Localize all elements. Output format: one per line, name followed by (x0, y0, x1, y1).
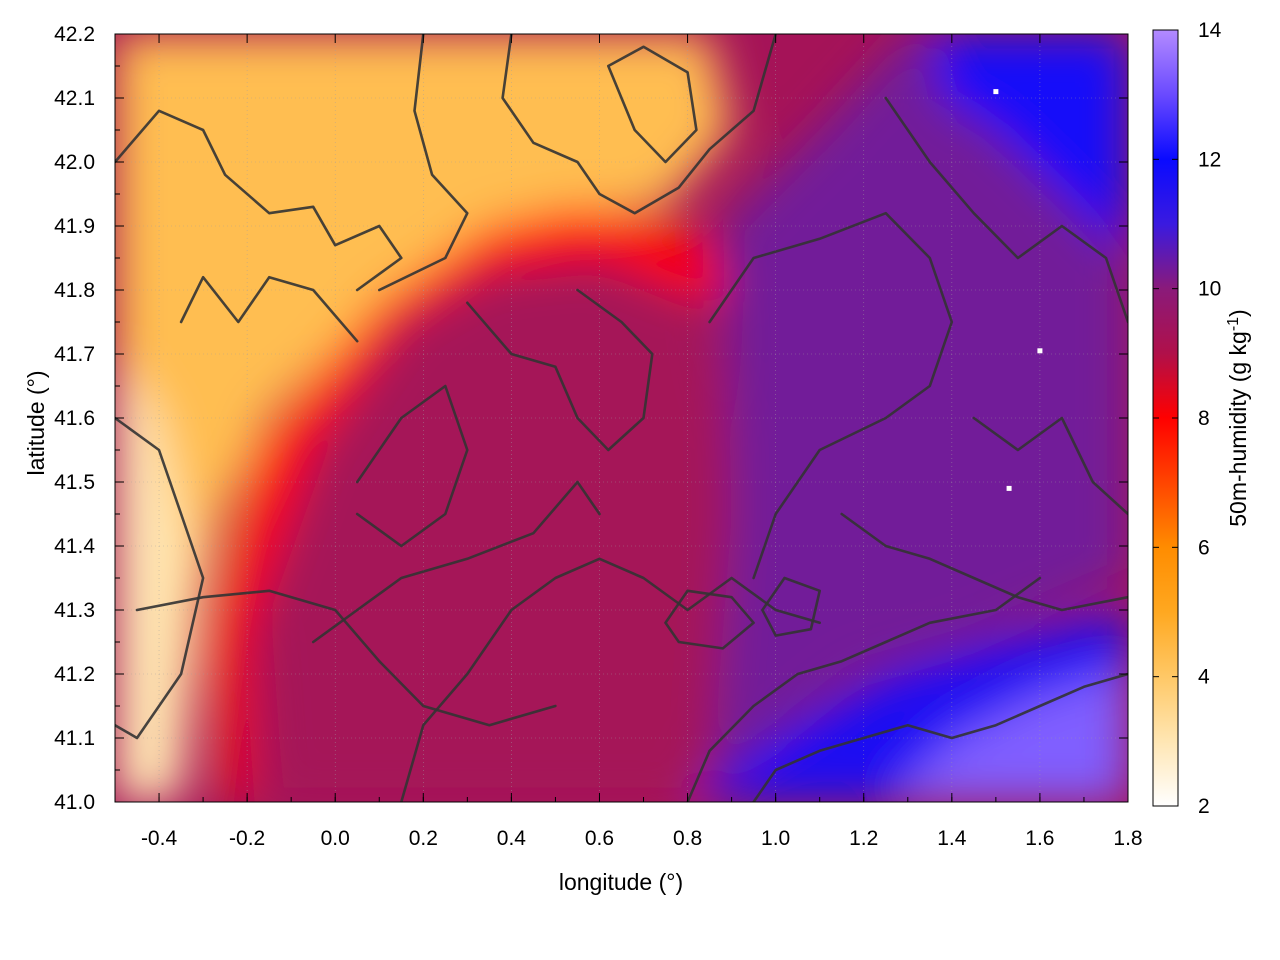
y-tick-label: 41.3 (54, 599, 95, 622)
contour-southeast-1 (686, 576, 1042, 802)
colorbar-tick-label: 8 (1198, 407, 1210, 430)
x-tick-label: 1.8 (1113, 827, 1142, 850)
x-tick-label: 0.4 (497, 827, 527, 850)
y-tick-label: 42.1 (54, 87, 95, 110)
colorbar-label: 50m-humidity (g kg-1) (1225, 309, 1252, 526)
contour-core-3 (400, 557, 821, 802)
terrain-contours (115, 34, 1128, 802)
x-tick-label: 1.4 (937, 827, 967, 850)
y-axis: 41.0 41.1 41.2 41.3 41.4 41.5 41.6 41.7 41.8 41.9… (54, 23, 1128, 814)
contour-loop-north-b (501, 34, 777, 215)
y-tick-label: 41.8 (54, 279, 95, 302)
colorbar: 2 4 6 8 10 12 14 50m-humidity (g kg-1) (1152, 19, 1252, 818)
x-tick-label: 1.2 (849, 827, 878, 850)
y-tick-label: 41.5 (54, 471, 95, 494)
humidity-field (115, 34, 1128, 802)
region-coastal-sea (885, 667, 1128, 802)
x-axis: -0.4 -0.2 0.0 0.2 0.4 0.6 0.8 1.0 1.2 1.4 1.6 1.8 (114, 34, 1143, 850)
x-axis-label: longitude (°) (559, 869, 683, 895)
colorbar-tick-label: 14 (1198, 19, 1222, 42)
contour-mid-west-2 (135, 589, 557, 727)
x-tick-label: 1.6 (1025, 827, 1054, 850)
y-tick-label: 41.1 (54, 727, 95, 750)
colorbar-tick-label: 10 (1198, 278, 1221, 301)
contour-mid-west-1 (115, 416, 205, 740)
plot-area (115, 34, 1128, 802)
y-tick-label: 41.9 (54, 215, 95, 238)
x-tick-label: 0.6 (585, 827, 614, 850)
colorbar-tick-label: 12 (1198, 148, 1221, 171)
colorbar-tick-label: 6 (1198, 536, 1210, 559)
x-tick-label: -0.4 (141, 827, 178, 850)
x-tick-label: 0.8 (673, 827, 702, 850)
contour-core-4 (311, 480, 601, 644)
region-moist-core (255, 258, 732, 802)
contour-east-4 (840, 512, 1128, 612)
contour-loop-south-b (761, 576, 821, 637)
contour-ridge-north-1 (115, 109, 403, 292)
y-tick-label: 42.2 (54, 23, 95, 46)
colorbar-tick-label: 4 (1198, 666, 1210, 689)
region-very-humid-northeast (929, 34, 1128, 258)
contour-ridge-north-3 (378, 34, 469, 292)
x-tick-label: 0.2 (409, 827, 438, 850)
x-tick-label: -0.2 (229, 827, 265, 850)
contour-east-2 (884, 96, 1128, 324)
y-tick-label: 41.7 (54, 343, 95, 366)
contour-loop-north-a (607, 45, 698, 164)
contour-southeast-2 (752, 672, 1128, 802)
colorbar-label-text: 50m-humidity (g kg (1225, 331, 1251, 527)
colorbar-ticks: 2 4 6 8 10 12 14 (1153, 19, 1222, 818)
station-marker (993, 89, 999, 95)
contour-loop-south-a (664, 589, 755, 650)
colorbar-label-exponent: -1 (1225, 317, 1242, 331)
grid-lines (115, 34, 1128, 802)
x-tick-label: 1.0 (761, 827, 790, 850)
contour-core-1 (355, 384, 469, 548)
colorbar-tick-label: 2 (1198, 795, 1210, 818)
contour-ridge-north-2 (179, 275, 359, 343)
contour-core-2 (466, 288, 654, 452)
y-axis-label: latitude (°) (23, 370, 49, 475)
y-tick-label: 41.6 (54, 407, 95, 430)
contour-east-1 (708, 211, 954, 580)
colorbar-label-close: ) (1225, 309, 1251, 317)
x-tick-label: 0.0 (321, 827, 350, 850)
y-tick-label: 41.0 (54, 791, 95, 814)
station-marker (1006, 485, 1012, 491)
region-moist-front-band (211, 206, 732, 802)
y-tick-label: 41.4 (54, 535, 95, 558)
y-tick-label: 41.2 (54, 663, 95, 686)
region-dry-inland-northwest (115, 34, 732, 802)
station-marker (1037, 348, 1043, 354)
contour-east-3 (972, 416, 1128, 516)
station-markers (993, 89, 1043, 491)
y-tick-label: 42.0 (54, 151, 95, 174)
